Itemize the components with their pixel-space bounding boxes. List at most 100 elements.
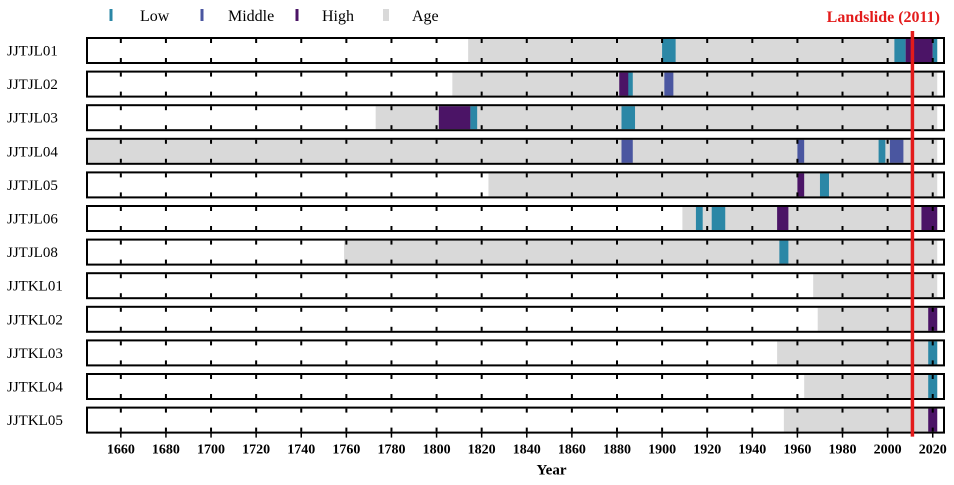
x-tick-label: 1900: [648, 443, 676, 458]
legend-label-age: Age: [412, 8, 439, 25]
event-bar-middle: [664, 72, 674, 96]
track-frame: [86, 272, 945, 300]
track-jjtkl03: JJTKL03: [7, 339, 945, 367]
track-jjtkl02: JJTKL02: [7, 305, 945, 333]
x-tick-label: 1860: [558, 443, 586, 458]
age-bar: [488, 173, 938, 197]
age-bar: [87, 139, 938, 163]
event-bar-low: [928, 341, 938, 365]
legend-marker-age: [383, 9, 389, 21]
event-bar-low: [928, 375, 938, 398]
event-bar-low: [621, 106, 636, 130]
track-jjtjl02: JJTJL02: [7, 70, 945, 98]
track-label: JJTKL05: [7, 413, 63, 429]
event-bar-low: [711, 207, 726, 230]
event-bar-high: [777, 207, 789, 230]
track-label: JJTJL01: [7, 44, 58, 60]
track-frame: [86, 373, 945, 400]
x-tick-label: 1820: [468, 443, 496, 458]
track-label: JJTJL06: [7, 212, 58, 228]
track-jjtjl06: JJTJL06: [7, 205, 945, 232]
event-bar-high: [928, 307, 938, 331]
legend-label-high: High: [322, 8, 354, 25]
track-frame: [86, 305, 945, 333]
age-bar: [682, 207, 938, 230]
event-bar-middle: [797, 139, 805, 163]
track-frame: [86, 406, 945, 434]
event-bar-high: [797, 173, 805, 197]
x-tick-label: 1740: [287, 443, 315, 458]
track-jjtjl04: JJTJL04: [7, 137, 945, 165]
age-bar: [777, 341, 938, 365]
x-tick-label: 2020: [919, 443, 947, 458]
x-tick-label: 1840: [513, 443, 541, 458]
x-tick-label: 1700: [197, 443, 225, 458]
x-tick-label: 1660: [107, 443, 135, 458]
legend-label-low: Low: [140, 8, 170, 25]
event-bar-low: [878, 139, 886, 163]
track-frame: [86, 205, 945, 232]
x-tick-label: 1880: [603, 443, 631, 458]
age-bar: [804, 375, 938, 398]
track-frame: [86, 171, 945, 199]
event-bar-high: [438, 106, 471, 130]
track-frame: [86, 137, 945, 165]
age-bar: [813, 274, 938, 298]
event-bar-high: [928, 408, 938, 432]
track-label: JJTKL04: [7, 380, 63, 396]
event-bar-low: [628, 72, 633, 96]
age-bar: [375, 106, 938, 130]
legend-marker-high: [295, 9, 299, 21]
event-bar-high: [905, 39, 933, 62]
x-tick-label: 1800: [423, 443, 451, 458]
event-bar-low: [819, 173, 829, 197]
legend: Low Middle High Age: [109, 8, 439, 25]
x-tick-label: 1980: [829, 443, 857, 458]
track-jjtkl05: JJTKL05: [7, 406, 945, 434]
track-label: JJTJL02: [7, 77, 58, 93]
x-axis: 1660 1680 1700 1720 1740 1760 1780 1800 1820 1840…: [107, 432, 947, 479]
x-tick-label: 1920: [693, 443, 721, 458]
event-bar-high: [619, 72, 631, 96]
event-bar-low: [779, 240, 789, 264]
x-tick-label: 1960: [783, 443, 811, 458]
track-label: JJTJL08: [7, 245, 58, 261]
age-bar: [452, 72, 938, 96]
legend-marker-middle: [200, 9, 204, 21]
track-jjtkl04: JJTKL04: [7, 373, 945, 400]
track-label: JJTKL03: [7, 346, 63, 362]
plot-area: JJTJL01 JJTJL02 JJTJL03 JJTJL04 JJTJL05 JJTJL…: [7, 37, 945, 434]
track-jjtkl01: JJTKL01: [7, 272, 945, 300]
track-label: JJTKL01: [7, 279, 63, 295]
x-tick-label: 1940: [738, 443, 766, 458]
track-label: JJTKL02: [7, 312, 63, 328]
event-bar-low: [695, 207, 703, 230]
track-label: JJTJL03: [7, 111, 58, 127]
age-bar: [468, 39, 938, 62]
x-axis-title: Year: [537, 463, 567, 479]
track-frame: [86, 238, 945, 266]
track-label: JJTJL04: [7, 144, 58, 160]
x-tick-label: 1720: [242, 443, 270, 458]
track-jjtjl08: JJTJL08: [7, 238, 945, 266]
age-bar: [344, 240, 938, 264]
legend-marker-low: [109, 9, 113, 21]
legend-label-middle: Middle: [228, 8, 274, 25]
event-bar-low: [662, 39, 676, 62]
x-tick-label: 1760: [332, 443, 360, 458]
event-bar-middle: [889, 139, 904, 163]
x-tick-label: 2000: [874, 443, 902, 458]
track-frame: [86, 104, 945, 132]
track-frame: [86, 37, 945, 64]
track-label: JJTJL05: [7, 178, 58, 194]
event-bar-low: [470, 106, 478, 130]
event-bar-low: [894, 39, 906, 62]
track-jjtjl05: JJTJL05: [7, 171, 945, 199]
track-frame: [86, 339, 945, 367]
track-frame: [86, 70, 945, 98]
age-bar: [783, 408, 938, 432]
track-jjtjl03: JJTJL03: [7, 104, 945, 132]
event-bar-low: [932, 39, 938, 62]
landslide-label: Landslide (2011): [827, 9, 940, 26]
